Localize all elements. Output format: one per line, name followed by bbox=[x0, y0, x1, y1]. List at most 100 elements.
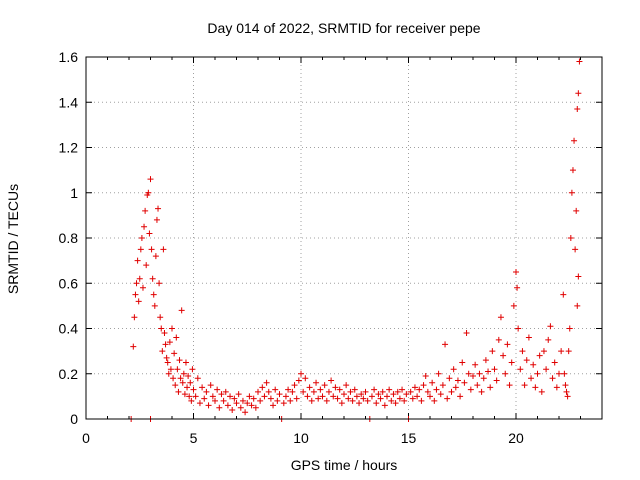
data-point bbox=[543, 366, 550, 373]
data-point bbox=[567, 235, 574, 241]
data-point bbox=[566, 325, 573, 332]
data-point bbox=[519, 348, 526, 355]
data-point bbox=[459, 359, 466, 366]
data-point bbox=[482, 357, 489, 364]
data-point bbox=[163, 354, 170, 361]
data-point bbox=[133, 280, 140, 287]
data-point bbox=[480, 375, 487, 382]
data-point bbox=[165, 370, 172, 377]
data-point bbox=[184, 384, 191, 391]
data-point bbox=[364, 397, 371, 404]
data-point bbox=[315, 395, 322, 402]
data-point bbox=[152, 253, 159, 260]
data-point bbox=[358, 391, 365, 398]
data-point bbox=[390, 391, 397, 398]
data-point bbox=[274, 397, 281, 404]
data-point bbox=[205, 402, 212, 409]
data-point bbox=[424, 388, 431, 395]
data-point bbox=[576, 58, 583, 65]
x-tick-label: 5 bbox=[190, 430, 198, 446]
data-point bbox=[491, 366, 498, 373]
data-point bbox=[161, 330, 168, 337]
data-point bbox=[508, 359, 515, 366]
data-point bbox=[375, 391, 382, 398]
data-point bbox=[207, 382, 214, 389]
data-point bbox=[255, 388, 261, 395]
data-point bbox=[564, 393, 571, 400]
data-point bbox=[334, 395, 341, 402]
data-point bbox=[164, 359, 171, 366]
data-point bbox=[563, 388, 570, 395]
data-point bbox=[179, 379, 186, 386]
data-point bbox=[474, 382, 481, 389]
data-point bbox=[155, 205, 162, 212]
data-point bbox=[190, 386, 197, 393]
data-point bbox=[538, 388, 545, 395]
x-tick-label: 15 bbox=[401, 430, 417, 446]
data-point bbox=[502, 370, 509, 377]
data-point bbox=[349, 397, 356, 404]
data-point bbox=[515, 325, 522, 332]
data-point bbox=[291, 382, 298, 389]
data-point bbox=[177, 375, 184, 382]
data-point bbox=[224, 402, 231, 409]
data-point bbox=[439, 382, 446, 389]
data-point bbox=[478, 388, 485, 395]
data-point bbox=[142, 207, 149, 214]
data-point bbox=[212, 397, 218, 404]
data-point bbox=[495, 336, 502, 343]
data-point bbox=[272, 386, 279, 393]
data-point bbox=[141, 223, 148, 230]
data-point bbox=[485, 368, 492, 375]
data-point bbox=[523, 357, 530, 364]
data-point bbox=[146, 230, 153, 237]
data-point bbox=[574, 106, 581, 113]
data-point bbox=[407, 388, 414, 395]
data-point bbox=[338, 400, 345, 407]
data-point bbox=[130, 343, 137, 350]
y-tick-label: 0 bbox=[70, 411, 78, 427]
data-point bbox=[172, 382, 179, 389]
data-point bbox=[162, 341, 169, 348]
grid-lines bbox=[86, 57, 602, 419]
data-point bbox=[368, 393, 375, 400]
data-point bbox=[139, 284, 146, 291]
data-point bbox=[575, 273, 582, 280]
data-point bbox=[209, 393, 216, 400]
data-point bbox=[551, 359, 558, 366]
data-point bbox=[171, 350, 178, 357]
data-point bbox=[250, 395, 257, 402]
data-point bbox=[569, 167, 576, 174]
data-point bbox=[313, 379, 320, 386]
data-point bbox=[437, 391, 444, 398]
data-point bbox=[220, 397, 227, 404]
data-point bbox=[528, 375, 535, 382]
data-point bbox=[259, 384, 266, 391]
data-point bbox=[310, 388, 317, 395]
data-point bbox=[487, 384, 494, 391]
data-point bbox=[379, 388, 386, 395]
data-point bbox=[160, 246, 167, 253]
data-point bbox=[429, 379, 436, 386]
data-point bbox=[135, 298, 142, 305]
data-point bbox=[373, 400, 380, 407]
data-point bbox=[414, 393, 421, 400]
data-point bbox=[517, 366, 524, 373]
data-point bbox=[233, 400, 240, 407]
data-point bbox=[246, 393, 253, 400]
data-point bbox=[248, 402, 255, 409]
data-point bbox=[351, 386, 358, 393]
data-point bbox=[463, 330, 470, 337]
data-point bbox=[188, 397, 195, 404]
data-point bbox=[461, 379, 468, 386]
data-point bbox=[194, 375, 201, 382]
data-point bbox=[242, 409, 249, 416]
data-point bbox=[467, 386, 474, 393]
data-point bbox=[214, 386, 221, 393]
data-point bbox=[362, 388, 369, 395]
data-point bbox=[293, 395, 300, 402]
data-point bbox=[396, 395, 403, 402]
data-point bbox=[545, 336, 552, 343]
data-point bbox=[289, 388, 296, 395]
data-point bbox=[560, 291, 567, 298]
